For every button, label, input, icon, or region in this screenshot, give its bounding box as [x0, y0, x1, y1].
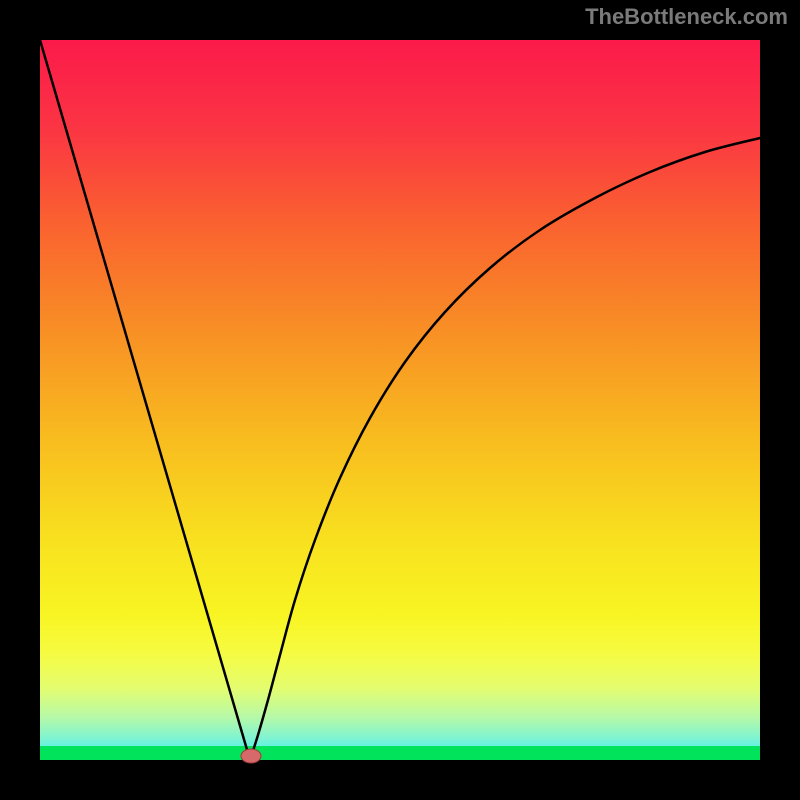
gradient-background	[40, 40, 760, 760]
minimum-marker	[241, 749, 261, 763]
bottleneck-chart	[0, 0, 800, 800]
watermark-text: TheBottleneck.com	[585, 4, 788, 30]
chart-container: TheBottleneck.com	[0, 0, 800, 800]
bottom-band	[40, 746, 760, 760]
